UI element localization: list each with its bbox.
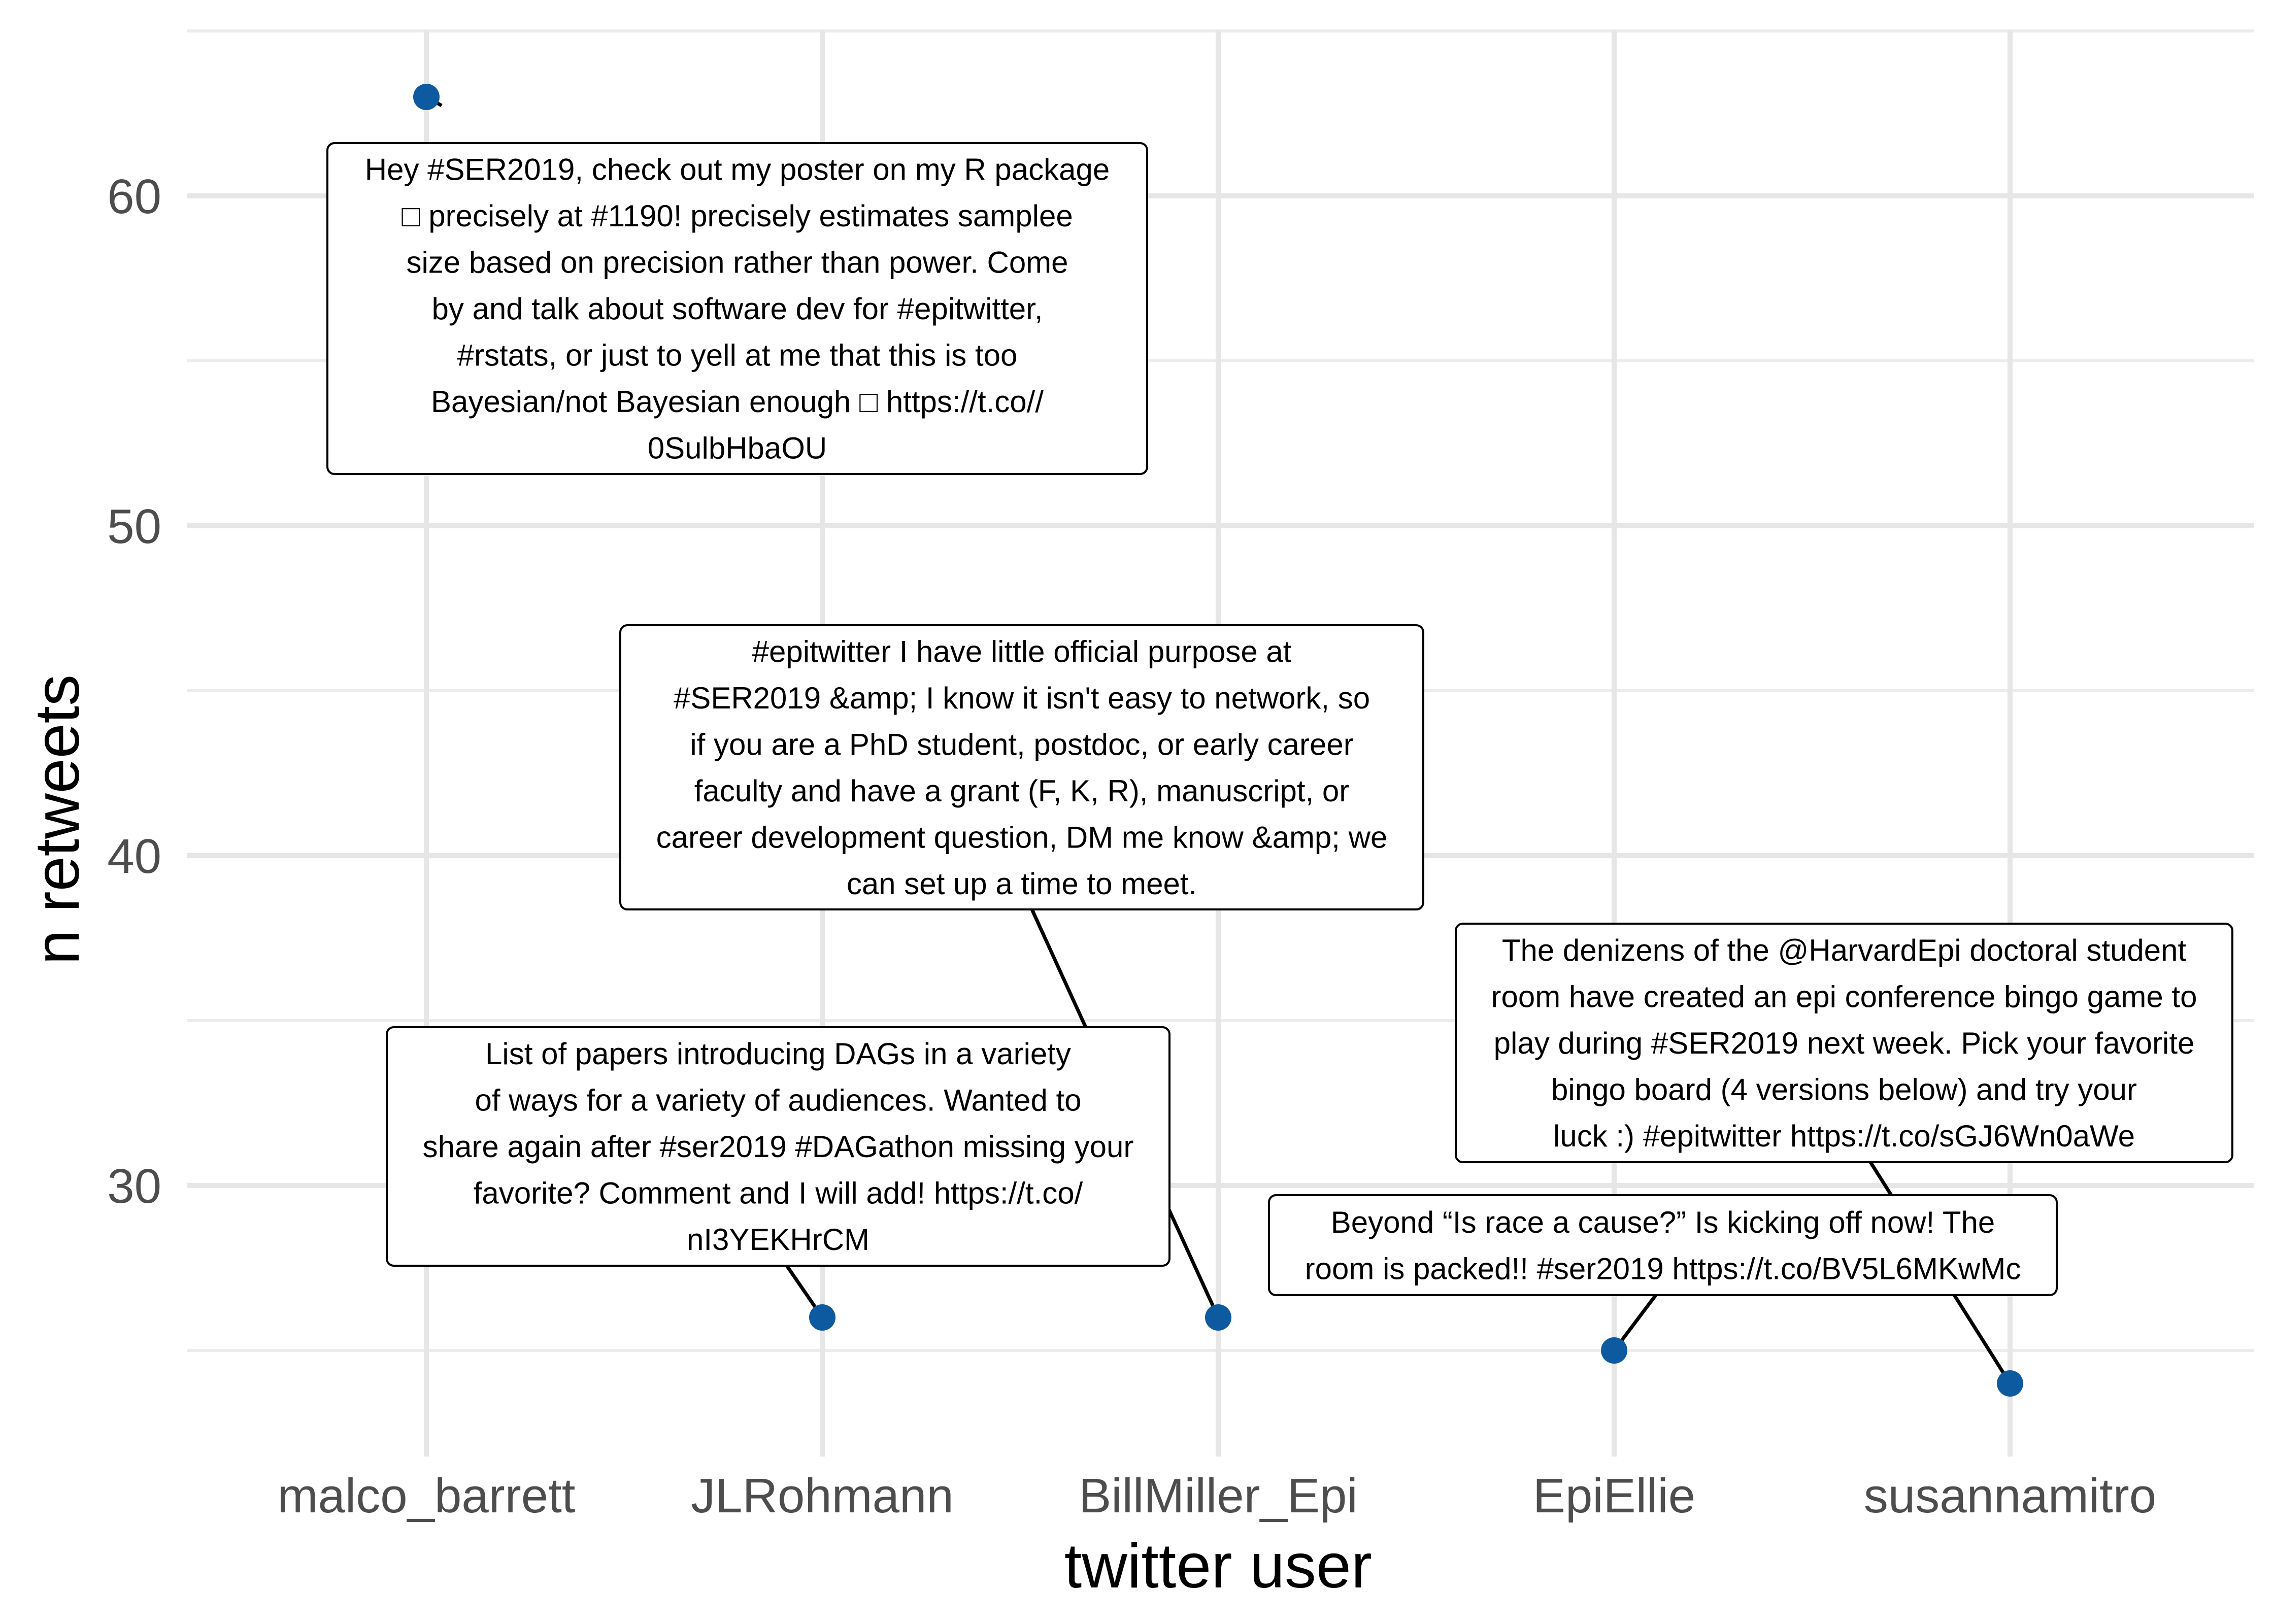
tweet-text-line: share again after #ser2019 #DAGathon mis… xyxy=(423,1130,1134,1164)
tweet-text-line: nI3YEKHrCM xyxy=(687,1223,870,1257)
tweet-text-line: by and talk about software dev for #epit… xyxy=(431,292,1043,326)
x-axis-tick-labels: malco_barrett JLRohmann BillMiller_Epi EpiE… xyxy=(278,1469,2157,1523)
tweet-text-line: if you are a PhD student, postdoc, or ea… xyxy=(690,727,1353,761)
tweet-label-EpiEllie: Beyond “Is race a cause?” Is kicking off… xyxy=(1268,1194,2058,1296)
tweet-text-line: #epitwitter I have little official purpo… xyxy=(752,634,1292,668)
tweet-text-line: career development question, DM me know … xyxy=(656,820,1388,854)
tweet-text-line: bingo board (4 versions below) and try y… xyxy=(1551,1073,2137,1107)
y-axis-tick-labels: 30 40 50 60 xyxy=(107,170,161,1213)
tweet-text-line: room have created an epi conference bing… xyxy=(1491,980,2197,1014)
tweet-label-malco_barrett: Hey #SER2019, check out my poster on my … xyxy=(326,142,1148,475)
tweet-text-line: room is packed!! #ser2019 https://t.co/B… xyxy=(1305,1251,2021,1285)
tweet-label-susannamitro: The denizens of the @HarvardEpi doctoral… xyxy=(1455,923,2233,1163)
tweet-label-box xyxy=(386,1026,1171,1267)
tweet-text-line: luck :) #epitwitter https://t.co/sGJ6Wn0… xyxy=(1553,1119,2135,1153)
tweet-text-line: □ precisely at #1190! precisely estimate… xyxy=(402,199,1073,233)
x-tick-label: susannamitro xyxy=(1864,1469,2156,1523)
x-tick-label: EpiEllie xyxy=(1533,1469,1695,1523)
tweet-text-line: favorite? Comment and I will add! https:… xyxy=(474,1176,1083,1210)
tweet-text-line: Bayesian/not Bayesian enough □ https://t… xyxy=(431,385,1044,419)
tweet-text-line: List of papers introducing DAGs in a var… xyxy=(485,1037,1071,1071)
x-tick-label: malco_barrett xyxy=(278,1469,576,1523)
x-axis-title: twitter user xyxy=(1064,1531,1372,1601)
tweet-text-line: 0SulbHbaOU xyxy=(648,431,827,465)
tweet-text-line: Hey #SER2019, check out my poster on my … xyxy=(365,153,1110,187)
tweet-label-JLRohmann: List of papers introducing DAGs in a var… xyxy=(386,1026,1171,1267)
tweet-text-line: The denizens of the @HarvardEpi doctoral… xyxy=(1502,933,2187,967)
y-tick-label: 40 xyxy=(107,829,161,884)
data-point-BillMiller_Epi xyxy=(1205,1304,1231,1331)
tweet-text-line: play during #SER2019 next week. Pick you… xyxy=(1494,1026,2195,1060)
tweet-label-box xyxy=(619,624,1424,910)
data-point-JLRohmann xyxy=(809,1304,835,1331)
tweet-label-box xyxy=(1455,923,2233,1163)
tweet-label-BillMiller_Epi: #epitwitter I have little official purpo… xyxy=(619,624,1424,910)
data-point-susannamitro xyxy=(1997,1370,2023,1397)
tweet-annotations: Hey #SER2019, check out my poster on my … xyxy=(326,142,2233,1296)
y-tick-label: 60 xyxy=(107,170,161,224)
x-tick-label: BillMiller_Epi xyxy=(1079,1469,1357,1523)
tweet-label-box xyxy=(1268,1194,2058,1296)
y-tick-label: 30 xyxy=(107,1159,161,1213)
y-axis-title: n retweets xyxy=(22,674,92,965)
x-tick-label: JLRohmann xyxy=(691,1469,954,1523)
tweet-label-box xyxy=(326,142,1148,475)
tweet-text-line: Beyond “Is race a cause?” Is kicking off… xyxy=(1331,1205,1995,1239)
data-point-EpiEllie xyxy=(1601,1337,1627,1364)
tweet-text-line: #rstats, or just to yell at me that this… xyxy=(457,339,1018,373)
data-point-malco_barrett xyxy=(413,84,440,110)
tweet-text-line: size based on precision rather than powe… xyxy=(406,246,1068,280)
y-tick-label: 50 xyxy=(107,499,161,554)
tweet-text-line: faculty and have a grant (F, K, R), manu… xyxy=(694,774,1350,808)
tweet-text-line: #SER2019 &amp; I know it isn't easy to n… xyxy=(674,681,1370,715)
tweet-text-line: can set up a time to meet. xyxy=(847,867,1197,901)
tweet-text-line: of ways for a variety of audiences. Want… xyxy=(475,1084,1081,1118)
data-points xyxy=(413,84,2023,1397)
